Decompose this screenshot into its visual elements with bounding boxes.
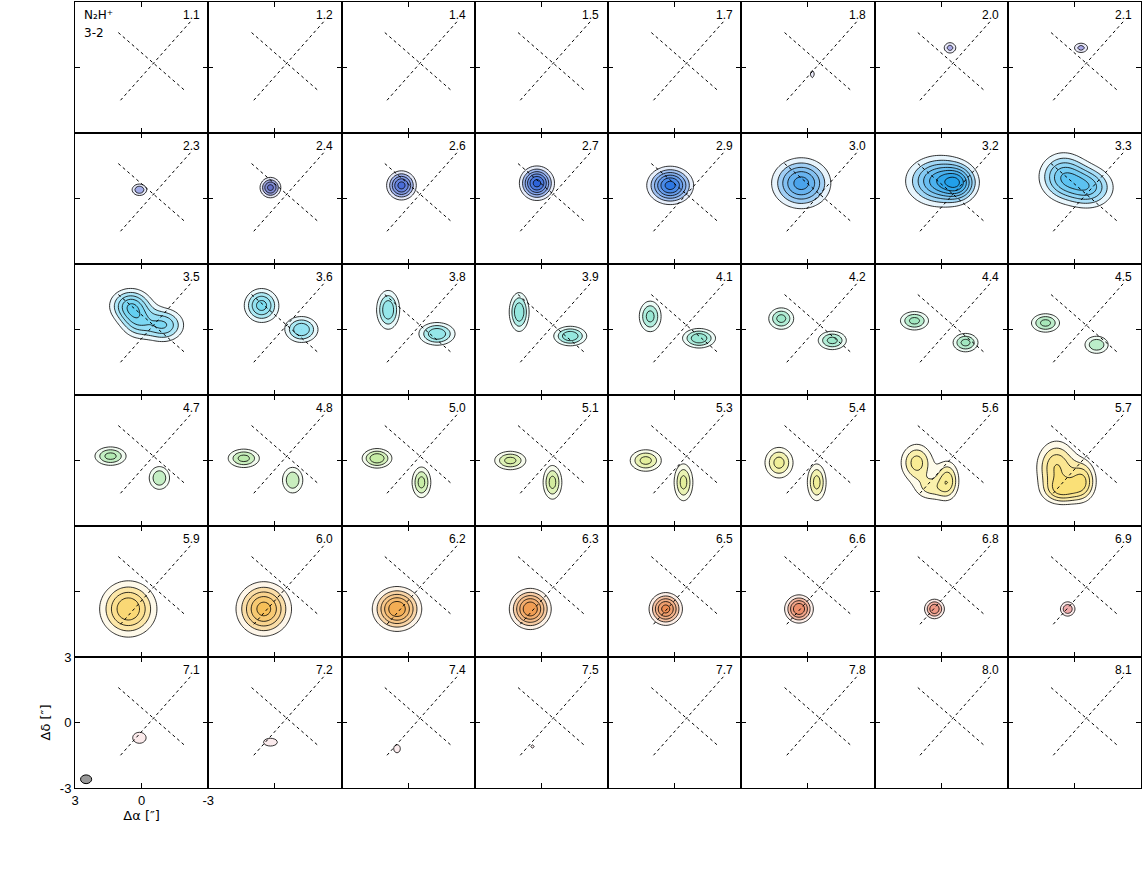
svg-text:3: 3 [64,650,71,665]
svg-text:1.1: 1.1 [183,8,200,22]
svg-text:6.3: 6.3 [582,532,599,546]
svg-text:4.8: 4.8 [316,401,333,415]
svg-text:5.7: 5.7 [1115,401,1132,415]
svg-text:6.0: 6.0 [316,532,333,546]
svg-text:3.0: 3.0 [849,139,866,153]
svg-text:3.2: 3.2 [982,139,999,153]
svg-text:Δδ [″]: Δδ [″] [38,705,53,741]
svg-text:0: 0 [64,715,71,730]
svg-text:2.9: 2.9 [716,139,733,153]
svg-text:2.0: 2.0 [982,8,999,22]
svg-text:2.1: 2.1 [1115,8,1132,22]
svg-text:6.6: 6.6 [849,532,866,546]
svg-text:6.2: 6.2 [449,532,466,546]
svg-text:6.8: 6.8 [982,532,999,546]
svg-text:2.6: 2.6 [449,139,466,153]
svg-text:4.2: 4.2 [849,270,866,284]
svg-text:2.3: 2.3 [183,139,200,153]
svg-text:4.1: 4.1 [716,270,733,284]
svg-text:7.5: 7.5 [582,663,599,677]
svg-text:3.5: 3.5 [183,270,200,284]
svg-text:3: 3 [71,793,78,808]
svg-text:6.9: 6.9 [1115,532,1132,546]
svg-text:-3: -3 [202,793,214,808]
svg-text:3.8: 3.8 [449,270,466,284]
svg-text:3.9: 3.9 [582,270,599,284]
svg-text:5.0: 5.0 [449,401,466,415]
svg-text:7.7: 7.7 [716,663,733,677]
svg-text:2.7: 2.7 [582,139,599,153]
svg-text:3-2: 3-2 [84,26,104,40]
svg-text:1.2: 1.2 [316,8,333,22]
svg-text:4.7: 4.7 [183,401,200,415]
svg-text:8.1: 8.1 [1115,663,1132,677]
svg-text:7.1: 7.1 [183,663,200,677]
svg-text:2.4: 2.4 [316,139,333,153]
svg-text:3.3: 3.3 [1115,139,1132,153]
svg-text:5.6: 5.6 [982,401,999,415]
svg-text:5.3: 5.3 [716,401,733,415]
svg-text:7.4: 7.4 [449,663,466,677]
svg-text:5.9: 5.9 [183,532,200,546]
svg-text:4.4: 4.4 [982,270,999,284]
svg-text:1.7: 1.7 [716,8,733,22]
svg-text:5.1: 5.1 [582,401,599,415]
svg-text:Δα [″]: Δα [″] [123,808,160,823]
svg-text:1.5: 1.5 [582,8,599,22]
svg-text:8.0: 8.0 [982,663,999,677]
svg-text:-3: -3 [60,781,72,796]
svg-text:4.5: 4.5 [1115,270,1132,284]
svg-text:5.4: 5.4 [849,401,866,415]
svg-text:N₂H⁺: N₂H⁺ [84,8,113,22]
svg-text:7.2: 7.2 [316,663,333,677]
svg-text:7.8: 7.8 [849,663,866,677]
svg-text:3.6: 3.6 [316,270,333,284]
svg-text:6.5: 6.5 [716,532,733,546]
svg-text:1.4: 1.4 [449,8,466,22]
svg-text:0: 0 [138,793,145,808]
svg-text:1.8: 1.8 [849,8,866,22]
